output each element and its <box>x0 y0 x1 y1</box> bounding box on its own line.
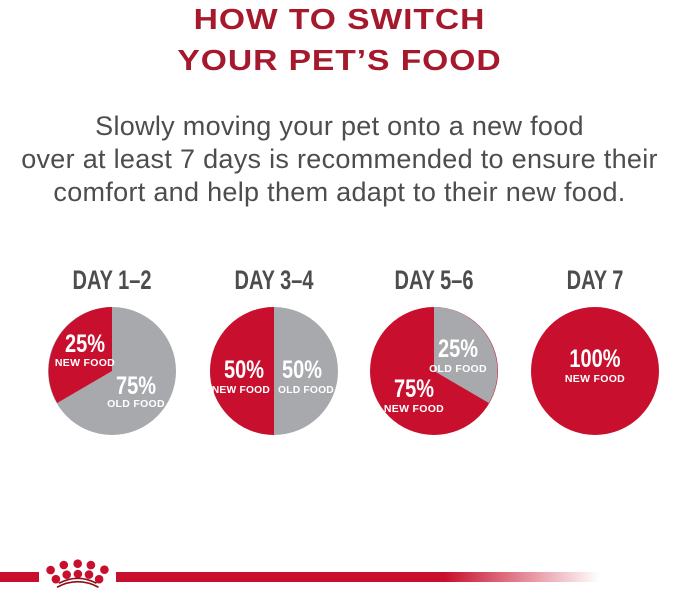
svg-text:NEW FOOD: NEW FOOD <box>212 385 270 396</box>
svg-text:25%: 25% <box>438 335 478 363</box>
svg-text:OLD FOOD: OLD FOOD <box>429 363 487 375</box>
svg-text:OLD FOOD: OLD FOOD <box>278 385 334 396</box>
svg-text:NEW FOOD: NEW FOOD <box>565 373 625 385</box>
svg-text:NEW FOOD: NEW FOOD <box>55 357 115 369</box>
svg-text:75%: 75% <box>394 375 434 403</box>
svg-text:75%: 75% <box>116 372 156 400</box>
svg-text:25%: 25% <box>65 330 105 358</box>
svg-text:OLD FOOD: OLD FOOD <box>107 398 165 410</box>
svg-text:NEW FOOD: NEW FOOD <box>384 403 444 415</box>
svg-text:50%: 50% <box>282 356 322 384</box>
svg-text:100%: 100% <box>569 345 620 373</box>
svg-text:50%: 50% <box>224 356 264 384</box>
